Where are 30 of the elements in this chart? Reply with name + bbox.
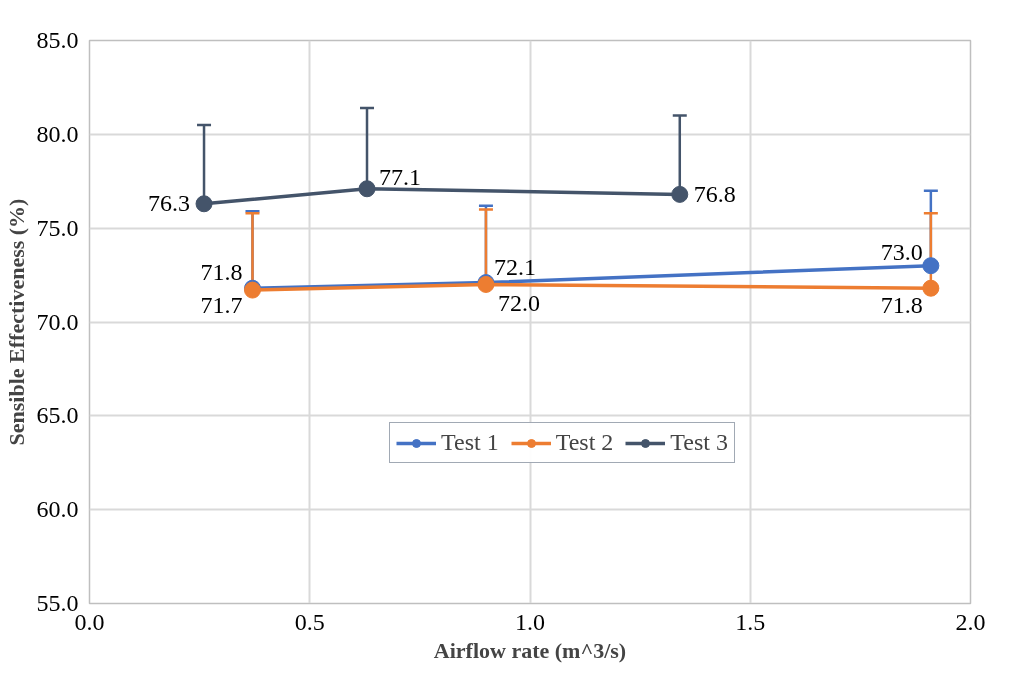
x-tick-label: 1.0 — [515, 608, 545, 635]
x-tick-label: 2.0 — [955, 608, 986, 635]
data-label: 73.0 — [880, 238, 923, 265]
legend-label: Test 2 — [555, 429, 614, 456]
x-tick-label: 1.5 — [735, 608, 766, 635]
data-label: 71.7 — [200, 292, 243, 319]
x-axis-title: Airflow rate (m^3/s) — [433, 637, 627, 663]
data-label: 77.1 — [379, 163, 422, 190]
data-label: 72.0 — [497, 290, 540, 317]
y-axis-title: Sensible Effectiveness (%) — [3, 198, 29, 446]
point — [195, 195, 213, 213]
y-tick-label: 80.0 — [36, 120, 79, 147]
y-tick-label: 70.0 — [36, 308, 79, 335]
y-tick-label: 75.0 — [36, 214, 79, 241]
y-tick-label: 65.0 — [36, 402, 79, 429]
x-tick-label: 0.5 — [294, 608, 325, 635]
point — [358, 180, 376, 198]
point — [922, 257, 940, 275]
point — [671, 185, 689, 203]
data-label: 76.3 — [148, 190, 191, 217]
data-label: 72.1 — [493, 253, 536, 280]
legend-label: Test 1 — [441, 429, 499, 456]
point — [922, 279, 940, 297]
y-tick-label: 60.0 — [36, 496, 79, 523]
data-label: 71.8 — [200, 259, 243, 286]
data-label: 76.8 — [693, 180, 736, 207]
data-label: 71.8 — [880, 292, 923, 319]
y-tick-label: 55.0 — [36, 590, 79, 616]
legend-label: Test 3 — [670, 429, 728, 456]
y-tick-label: 85.0 — [36, 27, 79, 53]
